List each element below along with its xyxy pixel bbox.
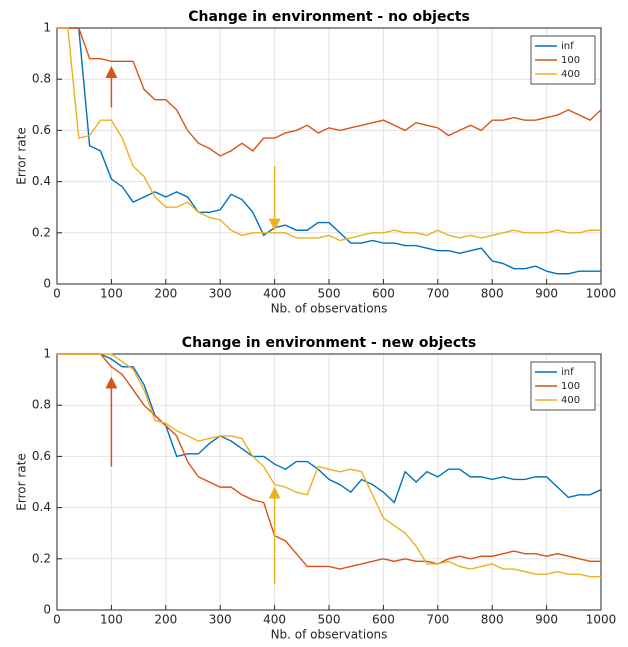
x-tick-label: 0: [53, 613, 61, 627]
chart-title: Change in environment - new objects: [182, 335, 476, 351]
x-tick-label: 200: [154, 287, 177, 301]
x-tick-label: 100: [100, 287, 123, 301]
y-tick-label: 0.2: [32, 551, 51, 565]
legend-label: 100: [561, 55, 580, 66]
y-tick-label: 0: [43, 277, 51, 291]
chart-title: Change in environment - no objects: [188, 9, 470, 25]
legend-label: 400: [561, 395, 580, 406]
x-tick-label: 1000: [586, 613, 617, 627]
legend-label: 400: [561, 69, 580, 80]
x-axis-label: Nb. of observations: [271, 302, 388, 316]
x-tick-label: 800: [481, 613, 504, 627]
x-tick-label: 300: [209, 613, 232, 627]
data-line: [57, 27, 601, 275]
x-tick-label: 900: [535, 613, 558, 627]
y-axis-label: Error rate: [15, 453, 29, 510]
y-tick-label: 0.2: [32, 225, 51, 239]
data-line: [57, 27, 601, 242]
x-tick-label: 400: [263, 287, 286, 301]
y-tick-label: 0.6: [32, 449, 51, 463]
y-axis-label: Error rate: [15, 127, 29, 184]
legend-label: inf: [561, 367, 574, 378]
x-tick-label: 700: [426, 287, 449, 301]
y-tick-label: 0.6: [32, 123, 51, 137]
x-tick-label: 600: [372, 613, 395, 627]
x-tick-label: 800: [481, 287, 504, 301]
y-tick-label: 0.4: [32, 174, 51, 188]
x-tick-label: 0: [53, 287, 61, 301]
data-line: [57, 353, 601, 578]
axes-box: [56, 353, 602, 611]
y-tick-label: 0.8: [32, 72, 51, 86]
x-tick-label: 700: [426, 613, 449, 627]
data-line: [57, 353, 601, 570]
legend-label: inf: [561, 41, 574, 52]
x-tick-label: 100: [100, 613, 123, 627]
data-line: [57, 353, 602, 504]
legend-label: 100: [561, 381, 580, 392]
y-tick-label: 0.4: [32, 500, 51, 514]
data-line: [57, 27, 602, 157]
y-tick-label: 0.8: [32, 398, 51, 412]
y-tick-label: 0: [43, 603, 51, 617]
x-tick-label: 500: [318, 613, 341, 627]
x-tick-label: 500: [318, 287, 341, 301]
x-tick-label: 900: [535, 287, 558, 301]
y-tick-label: 1: [43, 21, 51, 35]
y-tick-label: 1: [43, 347, 51, 361]
x-tick-label: 400: [263, 613, 286, 627]
axes-box: [56, 27, 602, 285]
x-tick-label: 300: [209, 287, 232, 301]
x-axis-label: Nb. of observations: [271, 628, 388, 642]
x-tick-label: 600: [372, 287, 395, 301]
x-tick-label: 1000: [586, 287, 617, 301]
x-tick-label: 200: [154, 613, 177, 627]
